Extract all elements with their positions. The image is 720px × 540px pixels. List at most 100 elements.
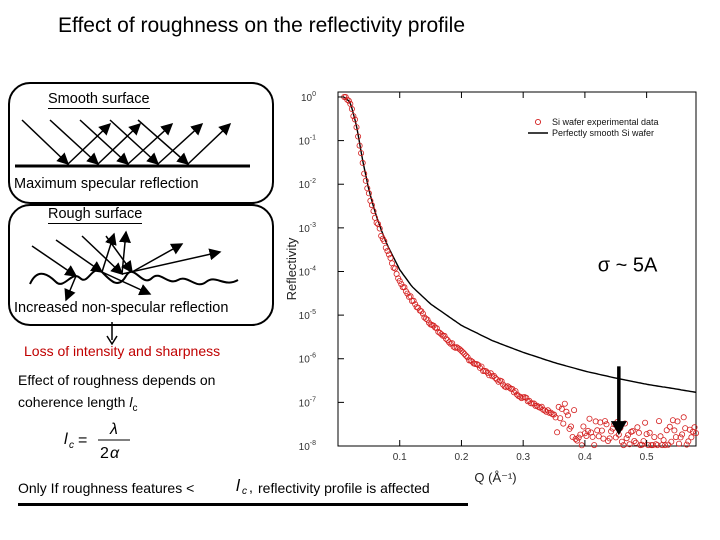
y-tick-label: 10-4: [299, 265, 316, 278]
data-point: [688, 434, 695, 441]
data-point: [652, 441, 659, 448]
data-point: [603, 421, 610, 428]
data-point: [560, 420, 567, 427]
data-point: [547, 409, 554, 416]
smooth-si-fit-line: [343, 96, 697, 393]
y-tick-label: 10-3: [299, 222, 316, 235]
data-point: [543, 408, 550, 415]
data-point: [586, 415, 593, 422]
data-point: [538, 403, 545, 410]
y-tick-label: 10-7: [299, 396, 316, 409]
data-point: [359, 159, 366, 166]
data-point: [382, 244, 389, 251]
data-point: [459, 349, 466, 356]
data-point: [498, 378, 505, 385]
only-if-text: Only If roughness features <: [18, 480, 195, 496]
data-point: [680, 414, 687, 421]
data-point: [378, 232, 385, 239]
data-point: [419, 310, 426, 317]
data-point: [662, 442, 669, 449]
data-point: [401, 284, 408, 291]
data-point: [575, 434, 582, 441]
data-point: [376, 225, 383, 232]
smooth-surface-caption: Maximum specular reflection: [14, 176, 199, 192]
data-point: [464, 354, 471, 361]
data-point: [358, 150, 365, 157]
data-point: [584, 427, 591, 434]
data-point: [666, 423, 673, 430]
data-point: [353, 124, 360, 131]
data-point: [534, 402, 541, 409]
data-point: [396, 277, 403, 284]
data-point: [674, 418, 681, 425]
reflectivity-chart: 100 10-1 10-2 10-3 10-4 10-5 10-6 10-7 10-8 0.1 0.…: [284, 91, 699, 485]
legend-label-smooth: Perfectly smooth Si wafer: [552, 128, 654, 138]
data-point: [634, 424, 641, 431]
rough-surface-label: Rough surface: [48, 206, 143, 224]
y-tick-label: 100: [301, 91, 316, 104]
x-tick-label: 0.4: [578, 452, 592, 463]
data-point: [655, 418, 662, 425]
data-point: [645, 442, 652, 449]
data-point: [441, 332, 448, 339]
data-point: [410, 297, 417, 304]
data-point: [671, 427, 678, 434]
data-point: [578, 442, 585, 449]
y-tick-label: 10-6: [299, 353, 316, 366]
data-point: [352, 116, 359, 123]
data-point: [473, 361, 480, 368]
data-point: [623, 435, 630, 442]
data-point: [626, 441, 633, 448]
data-point: [631, 437, 638, 444]
data-point: [589, 433, 596, 440]
data-point: [373, 219, 380, 226]
data-point: [381, 238, 388, 245]
data-point: [433, 325, 440, 332]
loss-note: Loss of intensity and sharpness: [24, 343, 221, 359]
data-point: [523, 394, 530, 401]
data-point: [554, 429, 561, 436]
annotation-arrow-head: [610, 421, 627, 436]
data-point: [600, 435, 607, 442]
data-point: [672, 434, 679, 441]
lc-symbol: l c ,: [236, 476, 253, 497]
data-point: [557, 415, 564, 422]
data-point: [569, 433, 576, 440]
data-point: [643, 431, 650, 438]
svg-text:c: c: [69, 440, 74, 451]
data-point: [449, 340, 456, 347]
data-point: [509, 385, 516, 392]
data-point: [640, 438, 647, 445]
data-point: [638, 441, 645, 448]
only-if-tail: reflectivity profile is affected: [258, 480, 430, 496]
data-point: [685, 438, 692, 445]
data-point: [598, 427, 605, 434]
data-point: [668, 438, 675, 445]
data-point: [384, 247, 391, 254]
data-point: [387, 254, 394, 261]
coherence-symbol: l: [129, 394, 133, 410]
data-point: [463, 352, 470, 359]
data-point: [436, 329, 443, 336]
data-point: [635, 429, 642, 436]
data-point: [438, 331, 445, 338]
data-point: [541, 407, 548, 414]
rough-surface-caption: Increased non-specular reflection: [14, 300, 229, 316]
smooth-reflection-diagram: [15, 119, 250, 168]
coherence-line-2: coherence length lc: [18, 394, 137, 414]
data-point: [580, 423, 587, 430]
data-point: [601, 418, 608, 425]
svg-text:,: ,: [249, 479, 253, 495]
data-point: [657, 433, 664, 440]
plot-frame: [337, 91, 697, 447]
data-point: [663, 427, 670, 434]
data-point: [461, 350, 468, 357]
data-point: [654, 442, 661, 449]
data-point: [572, 435, 579, 442]
smooth-surface-panel: Smooth surface Maximum specular reflecti…: [8, 82, 274, 204]
coherence-line-1: Effect of roughness depends on: [18, 372, 216, 388]
data-point: [422, 315, 429, 322]
data-point: [370, 208, 377, 215]
data-point: [561, 400, 568, 407]
data-point: [446, 339, 453, 346]
